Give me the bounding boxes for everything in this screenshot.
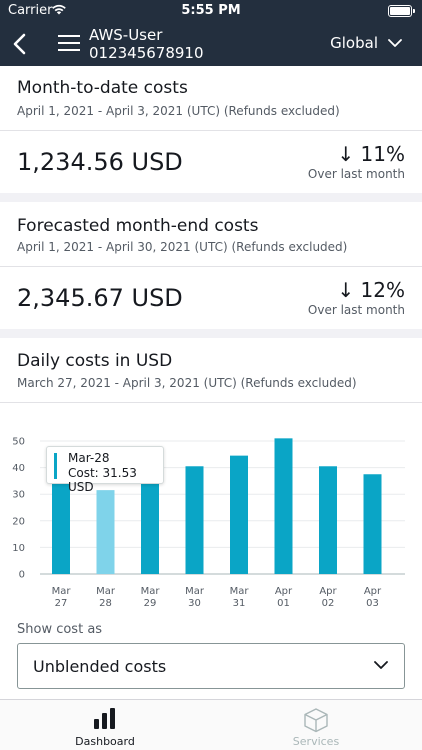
chart-bar[interactable] [141,472,159,574]
x-tick-label: Apr [319,586,337,597]
change-label: Over last month [307,167,405,181]
divider [0,402,422,403]
x-tick-label: Mar [96,586,116,597]
month-to-date-amount: 1,234.56 USD [17,148,183,176]
chart-bar[interactable] [274,438,293,574]
forecast-change: ↓ 12% Over last month [308,278,405,317]
tab-dashboard-label: Dashboard [75,735,135,748]
x-tick-label: Mar [230,586,250,597]
change-percent: ↓ 12% [337,278,405,302]
y-tick-label: 30 [12,490,25,501]
month-to-date-range: April 1, 2021 - April 3, 2021 (UTC) (Ref… [17,104,340,118]
chart-bar[interactable] [185,466,204,574]
divider [0,130,422,131]
month-to-date-title: Month-to-date costs [17,78,188,98]
show-cost-label: Show cost as [17,622,103,637]
cost-type-value: Unblended costs [33,657,167,676]
x-tick-label: Apr [364,586,382,597]
forecast-amount: 2,345.67 USD [17,284,183,312]
forecast-card: Forecasted month-end costs April 1, 2021… [0,202,422,329]
daily-costs-range: March 27, 2021 - April 3, 2021 (UTC) (Re… [17,376,357,390]
wifi-icon [52,4,66,15]
x-tick-label: Apr [275,586,293,597]
daily-costs-title: Daily costs in USD [17,351,173,371]
account-info[interactable]: AWS-User 012345678910 [89,26,204,62]
daily-costs-chart[interactable]: 01020304050Mar27Mar28Mar29Mar30Mar31Apr0… [0,0,422,620]
cost-type-select[interactable]: Unblended costs [17,643,405,689]
bar-chart-icon [94,708,115,729]
x-tick-label: 27 [55,598,68,609]
x-tick-label: 28 [99,598,112,609]
x-tick-label: Mar [52,586,72,597]
y-tick-label: 50 [12,437,25,448]
divider [0,266,422,267]
forecast-title: Forecasted month-end costs [17,216,259,236]
tooltip-swatch [54,453,57,479]
clock-time: 5:55 PM [181,3,241,18]
hamburger-menu-icon[interactable] [56,30,82,56]
back-chevron-icon[interactable] [8,28,32,60]
user-name: AWS-User [89,26,163,44]
cube-icon [304,708,328,733]
chart-bar[interactable] [230,455,248,574]
region-selector[interactable]: Global [330,34,402,52]
chevron-down-icon [388,38,402,47]
y-tick-label: 20 [12,516,25,527]
month-to-date-change: ↓ 11% Over last month [308,142,405,181]
tab-services-label: Services [292,735,340,748]
x-tick-label: 02 [322,598,335,609]
x-tick-label: Mar [185,586,205,597]
x-tick-label: 29 [144,598,157,609]
chevron-down-icon [374,661,388,669]
chart-bar[interactable] [52,478,70,574]
tooltip-date: Mar-28 [68,451,110,465]
carrier-label: Carrier [8,3,53,18]
tab-dashboard[interactable]: Dashboard [45,700,165,750]
battery-icon [388,5,415,17]
y-tick-label: 40 [12,463,25,474]
chart-bar[interactable] [96,490,115,574]
x-tick-label: 31 [233,598,246,609]
x-tick-label: Mar [141,586,161,597]
change-label: Over last month [307,303,405,317]
app-header: AWS-User 012345678910 Global [0,22,422,66]
region-label: Global [330,34,378,52]
x-tick-label: 01 [277,598,290,609]
account-id: 012345678910 [89,44,204,62]
change-percent: ↓ 11% [337,142,405,166]
y-tick-label: 0 [19,570,25,581]
chart-tooltip: Mar-28 Cost: 31.53 USD [46,446,164,494]
tab-bar: Dashboard Services [0,699,422,750]
chart-bar[interactable] [363,474,382,574]
month-to-date-card: Month-to-date costs April 1, 2021 - Apri… [0,66,422,193]
y-tick-label: 10 [12,543,25,554]
x-tick-label: 30 [188,598,201,609]
tooltip-cost: Cost: 31.53 USD [68,466,137,494]
forecast-range: April 1, 2021 - April 30, 2021 (UTC) (Re… [17,240,348,254]
daily-costs-card: Daily costs in USD March 27, 2021 - Apri… [0,338,422,699]
status-bar: Carrier 5:55 PM [0,0,422,22]
tab-services[interactable]: Services [256,700,376,750]
x-tick-label: 03 [366,598,379,609]
chart-bar[interactable] [319,466,337,574]
